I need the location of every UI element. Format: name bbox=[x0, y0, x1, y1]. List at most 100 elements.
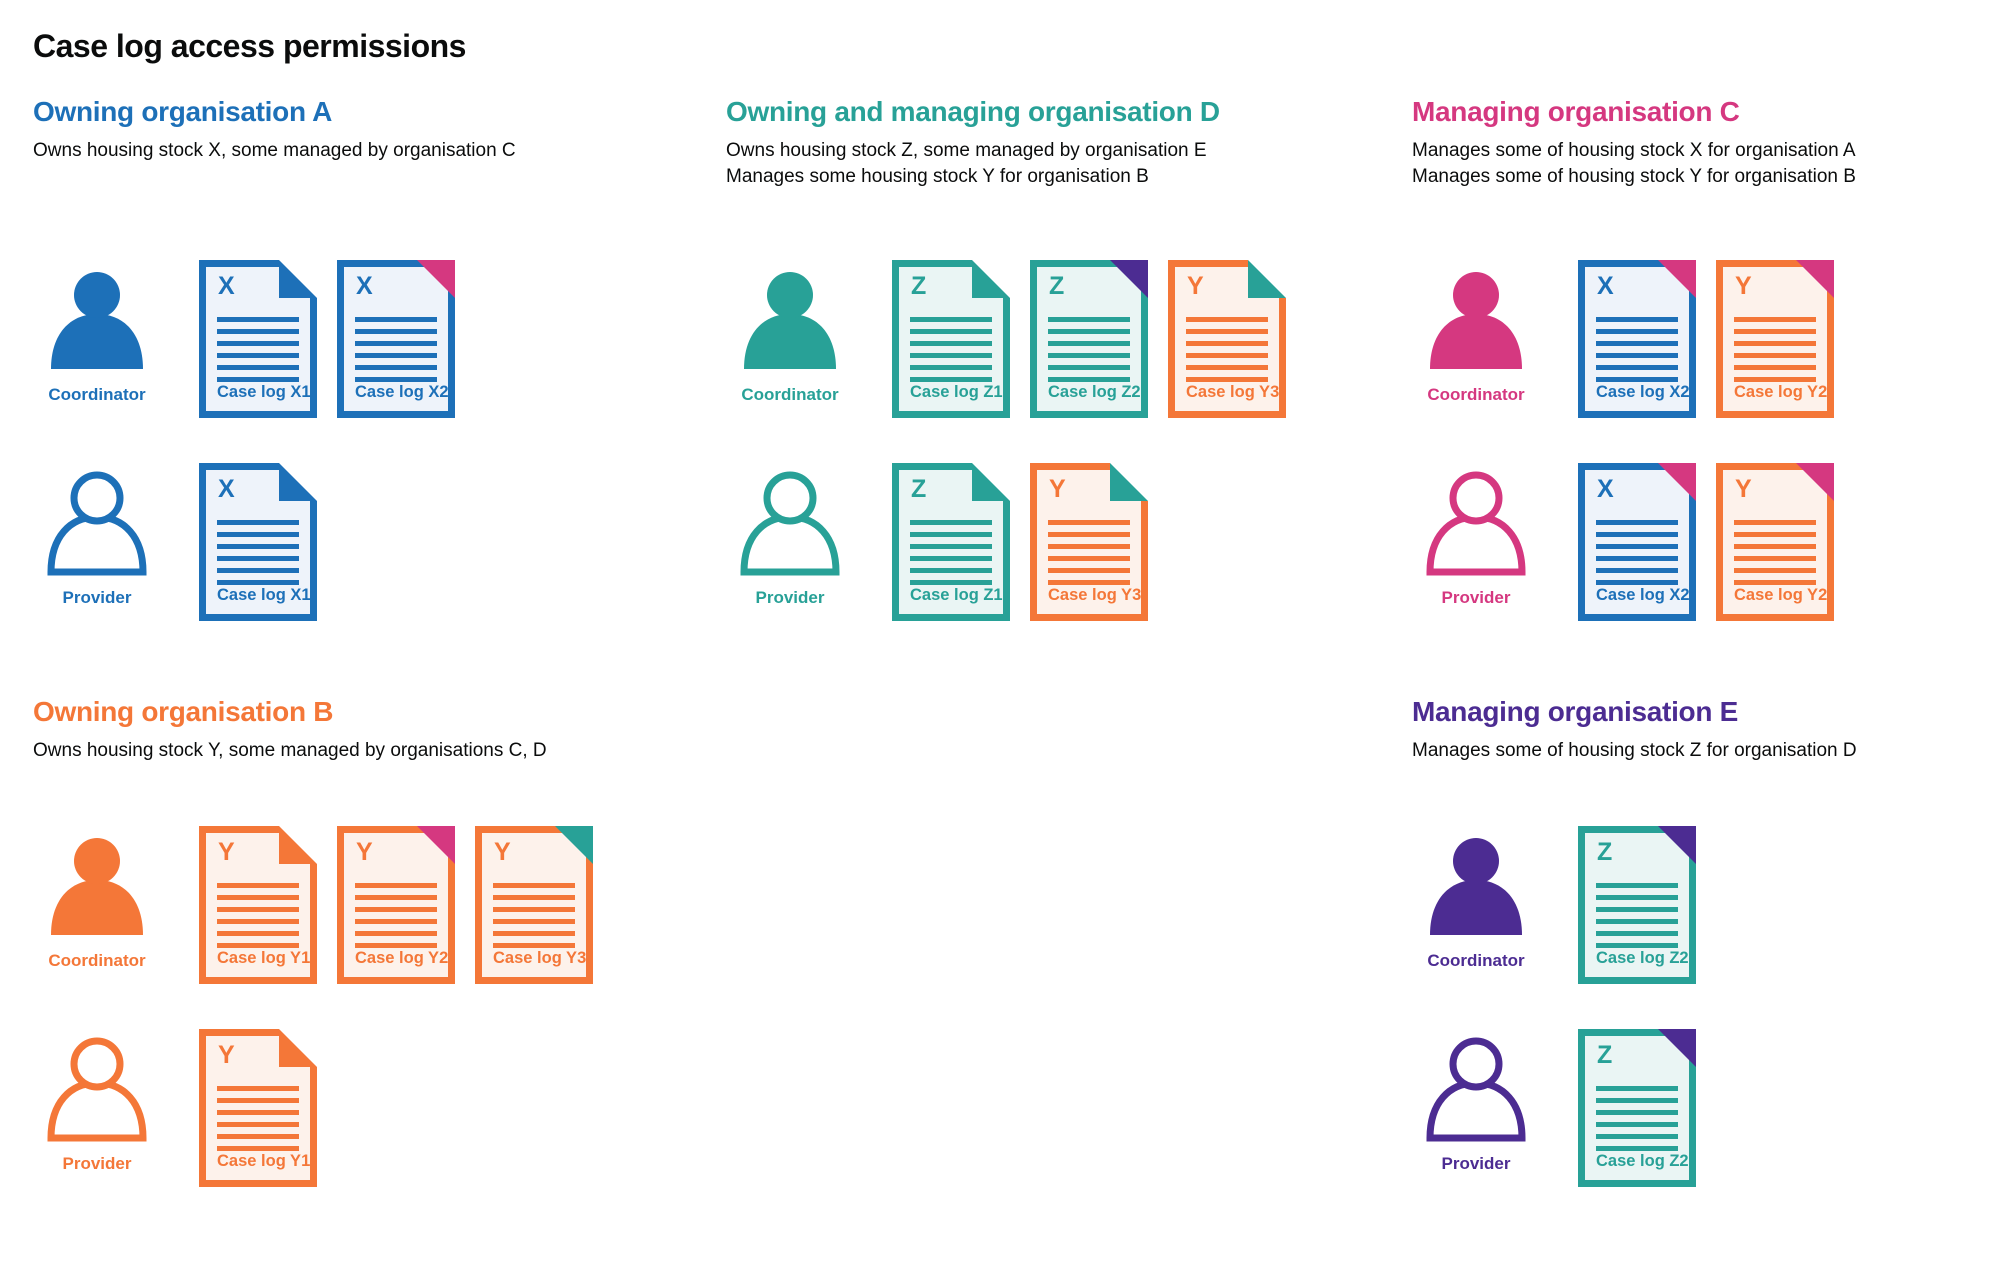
text-line bbox=[1048, 520, 1130, 525]
org-description-line: Owns housing stock X, some managed by or… bbox=[33, 140, 516, 161]
case-log-document-icon: Y Case log Y3 bbox=[1030, 463, 1148, 621]
document-text-lines bbox=[355, 883, 437, 955]
person-role-label: Provider bbox=[1441, 1154, 1511, 1173]
text-line bbox=[1048, 580, 1130, 585]
text-line bbox=[1596, 580, 1678, 585]
case-log-label: Case log Y3 bbox=[1186, 383, 1280, 401]
text-line bbox=[217, 1146, 299, 1151]
text-line bbox=[217, 556, 299, 561]
permission-rows: Coordinator Z Case log Z2 Provider Z bbox=[1412, 826, 2000, 1187]
stock-letter: Y bbox=[218, 838, 235, 866]
fold-triangle bbox=[1658, 260, 1696, 298]
org-description-line: Owns housing stock Y, some managed by or… bbox=[33, 740, 547, 761]
text-line bbox=[217, 341, 299, 346]
person-icon bbox=[51, 272, 143, 369]
text-line bbox=[493, 883, 575, 888]
text-line bbox=[1734, 341, 1816, 346]
case-log-label: Case log Y1 bbox=[217, 1152, 311, 1170]
text-line bbox=[355, 943, 437, 948]
text-line bbox=[217, 532, 299, 537]
text-line bbox=[1048, 329, 1130, 334]
document-text-lines bbox=[493, 883, 575, 955]
person-icon bbox=[51, 838, 143, 935]
text-line bbox=[1596, 317, 1678, 322]
folded-corner bbox=[1248, 260, 1286, 298]
text-line bbox=[217, 931, 299, 936]
case-log-documents: Y Case log Y1 bbox=[199, 1029, 317, 1187]
case-log-label: Case log Y3 bbox=[1048, 586, 1142, 604]
person-role-label: Provider bbox=[755, 588, 825, 607]
case-log-document-icon: Y Case log Y2 bbox=[337, 826, 455, 984]
case-log-document-icon: Z Case log Z1 bbox=[892, 463, 1010, 621]
stock-letter: Y bbox=[1187, 272, 1204, 300]
text-line bbox=[1596, 1122, 1678, 1127]
text-line bbox=[910, 544, 992, 549]
text-line bbox=[910, 329, 992, 334]
case-log-label: Case log Z1 bbox=[910, 383, 1003, 401]
fold-triangle bbox=[417, 826, 455, 864]
person-icon bbox=[740, 471, 840, 576]
text-line bbox=[217, 377, 299, 382]
case-log-document-icon: Z Case log Z1 bbox=[892, 260, 1010, 418]
org-description-line: Owns housing stock Z, some managed by or… bbox=[726, 140, 1207, 161]
text-line bbox=[217, 520, 299, 525]
case-log-label: Case log Y2 bbox=[1734, 383, 1828, 401]
document-text-lines bbox=[1186, 317, 1268, 389]
case-log-document-icon: Y Case log Y1 bbox=[199, 1029, 317, 1187]
text-line bbox=[1734, 520, 1816, 525]
folded-corner bbox=[1796, 260, 1834, 298]
text-line bbox=[1048, 353, 1130, 358]
stock-letter: X bbox=[218, 475, 235, 503]
case-log-label: Case log Y1 bbox=[217, 949, 311, 967]
folded-corner bbox=[279, 463, 317, 501]
text-line bbox=[1596, 1146, 1678, 1151]
person-icon bbox=[47, 471, 147, 576]
text-line bbox=[217, 1122, 299, 1127]
folded-corner bbox=[1658, 826, 1696, 864]
text-line bbox=[1734, 568, 1816, 573]
text-line bbox=[1596, 520, 1678, 525]
text-line bbox=[355, 895, 437, 900]
org-description-line: Manages some of housing stock X for orga… bbox=[1412, 140, 1856, 161]
text-line bbox=[355, 883, 437, 888]
case-log-label: Case log Z2 bbox=[1596, 949, 1689, 967]
fold-triangle bbox=[1658, 1029, 1696, 1067]
text-line bbox=[1186, 353, 1268, 358]
document-text-lines bbox=[1596, 520, 1678, 592]
case-log-document-icon: Y Case log Y1 bbox=[199, 826, 317, 984]
permission-row: Provider Z Case log Z2 bbox=[1412, 1029, 2000, 1187]
text-line bbox=[217, 883, 299, 888]
document-text-lines bbox=[910, 520, 992, 592]
folded-corner bbox=[1110, 463, 1148, 501]
text-line bbox=[910, 568, 992, 573]
case-log-label: Case log X2 bbox=[355, 383, 449, 401]
folded-corner bbox=[1796, 463, 1834, 501]
person-role-label: Coordinator bbox=[1427, 385, 1525, 404]
org-heading: Managing organisation E bbox=[1412, 696, 1739, 727]
person-role-label: Provider bbox=[62, 1154, 132, 1173]
case-log-documents: X Case log X1 bbox=[199, 463, 317, 621]
person-role-coordinator: Coordinator bbox=[1412, 260, 1540, 405]
text-line bbox=[217, 1098, 299, 1103]
case-log-label: Case log X1 bbox=[217, 586, 311, 604]
person-role-label: Provider bbox=[62, 588, 132, 607]
permission-rows: Coordinator Y Case log Y1 Y Case log Y2 … bbox=[33, 826, 693, 1187]
person-role-coordinator: Coordinator bbox=[33, 826, 161, 971]
document-text-lines bbox=[217, 317, 299, 389]
fold-triangle bbox=[279, 463, 317, 501]
permission-row: Coordinator X Case log X1 X Case log X2 bbox=[33, 260, 693, 418]
folded-corner bbox=[279, 260, 317, 298]
person-body-shape bbox=[1426, 513, 1526, 576]
org-heading: Managing organisation C bbox=[1412, 96, 1740, 127]
person-body-shape bbox=[744, 314, 836, 369]
org-description-line: Manages some of housing stock Y for orga… bbox=[1412, 166, 1856, 187]
stock-letter: Z bbox=[1597, 1041, 1613, 1069]
text-line bbox=[217, 1134, 299, 1139]
fold-triangle bbox=[417, 260, 455, 298]
text-line bbox=[1734, 580, 1816, 585]
person-icon bbox=[47, 1037, 147, 1142]
person-role-provider: Provider bbox=[1412, 1029, 1540, 1174]
fold-triangle bbox=[1658, 463, 1696, 501]
text-line bbox=[217, 329, 299, 334]
case-log-label: Case log Y3 bbox=[493, 949, 587, 967]
